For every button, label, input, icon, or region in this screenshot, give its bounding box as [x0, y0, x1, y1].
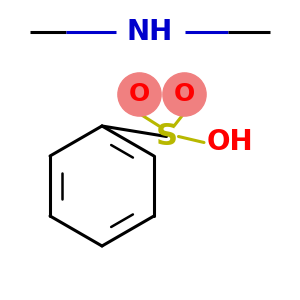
Text: O: O: [174, 82, 195, 106]
Text: NH: NH: [127, 17, 173, 46]
Circle shape: [118, 73, 161, 116]
Text: S: S: [155, 122, 178, 151]
Text: O: O: [129, 82, 150, 106]
Circle shape: [163, 73, 206, 116]
Text: OH: OH: [207, 128, 253, 157]
